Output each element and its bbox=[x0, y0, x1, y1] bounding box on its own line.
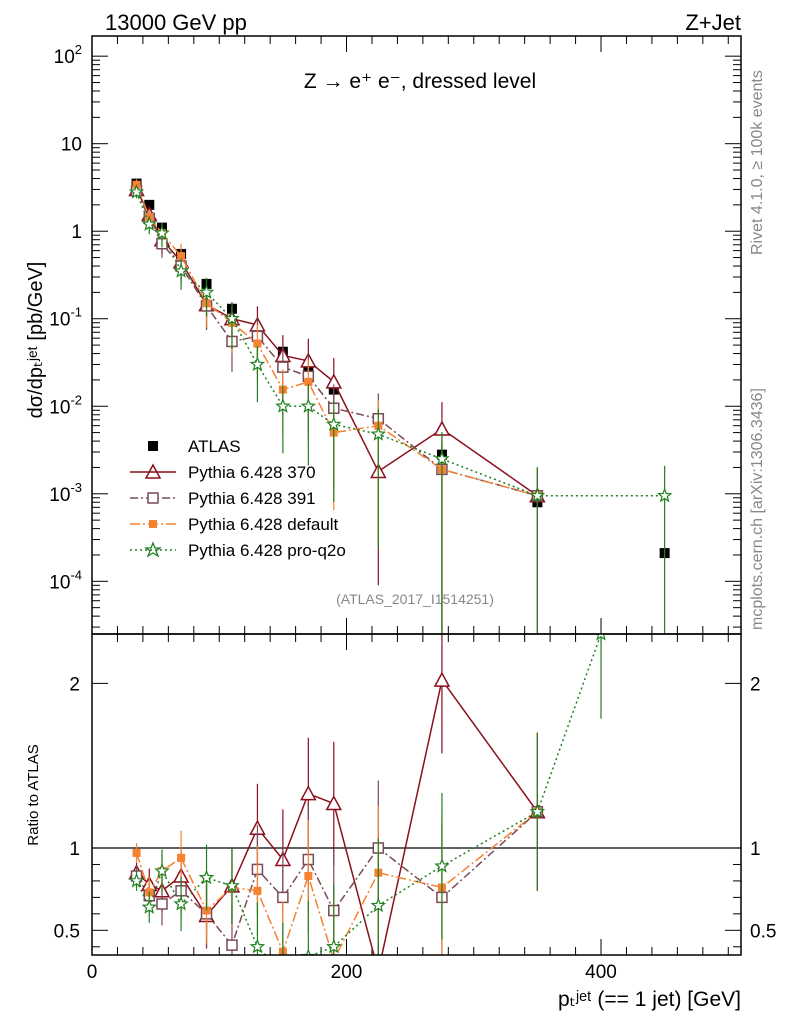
main-y-tick-label: 10-4 bbox=[49, 567, 82, 593]
ratio-data-point bbox=[326, 938, 342, 954]
main-y-tick-label: 10-3 bbox=[49, 480, 82, 506]
main-y-tick-label: 102 bbox=[54, 42, 82, 68]
main-y-tick-label: 10-1 bbox=[49, 305, 82, 331]
main-y-tick-label: 10-2 bbox=[49, 392, 82, 418]
ratio-y-tick-label: 1 bbox=[69, 839, 80, 860]
main-ylabel: dσ/dpₜʲᵉᵗ [pb/GeV] bbox=[25, 262, 47, 419]
legend-370-marker bbox=[144, 463, 162, 479]
main-data-point bbox=[304, 377, 313, 386]
process-label: Z+Jet bbox=[685, 10, 741, 35]
legend: ATLAS Pythia 6.428 370 Pythia 6.428 391 … bbox=[130, 437, 346, 560]
legend-atlas: ATLAS bbox=[148, 437, 241, 456]
legend-391-marker bbox=[147, 492, 159, 504]
main-data-point bbox=[128, 183, 145, 199]
main-data-point bbox=[529, 487, 546, 503]
ratio-data-point bbox=[132, 848, 141, 857]
ratio-x-tick-label: 200 bbox=[331, 962, 363, 983]
ratio-data-point bbox=[226, 939, 238, 951]
legend-atlas-label: ATLAS bbox=[188, 437, 241, 456]
ratio-y-tick-label-right: 0.5 bbox=[750, 921, 776, 942]
x-axis-label: pₜʲᵉᵗ (== 1 jet) [GeV] bbox=[558, 988, 741, 1011]
legend-370-label: Pythia 6.428 370 bbox=[188, 463, 316, 482]
main-data-point bbox=[144, 199, 155, 210]
main-data-point bbox=[177, 252, 186, 261]
ratio-y-tick-label: 2 bbox=[69, 674, 80, 695]
ratio-series-line bbox=[135, 811, 538, 955]
main-series-group bbox=[128, 178, 673, 634]
ratio-data-point bbox=[277, 891, 289, 904]
ratio-data-point bbox=[198, 869, 215, 885]
ratio-series-3 bbox=[128, 634, 606, 979]
legend-default-marker bbox=[149, 520, 157, 528]
main-data-point bbox=[253, 339, 262, 348]
main-y-tick-label: 10 bbox=[61, 135, 82, 156]
main-data-point bbox=[434, 450, 450, 466]
ratio-plot-area bbox=[128, 634, 606, 979]
ratio-data-point bbox=[370, 897, 387, 913]
ratio-series-group bbox=[128, 634, 606, 979]
main-data-point bbox=[275, 398, 291, 413]
ratio-data-point bbox=[154, 862, 170, 878]
ratio-frame bbox=[91, 633, 742, 956]
ratio-data-point bbox=[433, 671, 451, 687]
ratio-data-point bbox=[277, 967, 289, 979]
main-data-point bbox=[224, 310, 240, 326]
main-data-point bbox=[173, 262, 189, 278]
ratio-data-point bbox=[304, 871, 313, 880]
ratio-y-tick-label-right: 1 bbox=[750, 839, 761, 860]
legend-default-label: Pythia 6.428 default bbox=[188, 515, 339, 534]
ratio-data-point bbox=[173, 895, 189, 911]
ratio-data-point bbox=[177, 853, 186, 862]
ratio-data-point bbox=[371, 964, 385, 977]
ratio-x-tick-label: 0 bbox=[87, 962, 98, 983]
main-data-point bbox=[656, 487, 673, 503]
main-data-point bbox=[249, 356, 266, 372]
ratio-data-point bbox=[434, 857, 450, 873]
ratio-data-point bbox=[156, 898, 168, 910]
rivet-label: Rivet 4.1.0, ≥ 100k events bbox=[749, 70, 766, 255]
ratio-ylabel: Ratio to ATLAS bbox=[25, 744, 42, 845]
main-data-point bbox=[154, 225, 170, 240]
ratio-data-point bbox=[300, 948, 317, 955]
ratio-axes: 0.5 0.5 1 1 2 2 0 200 400 bbox=[54, 634, 776, 983]
main-data-point bbox=[326, 416, 342, 432]
ratio-data-point bbox=[529, 803, 546, 819]
legend-391: Pythia 6.428 391 bbox=[130, 489, 316, 508]
main-series-4 bbox=[128, 183, 673, 634]
analysis-label: (ATLAS_2017_I1514251) bbox=[336, 591, 494, 607]
legend-q2o-marker bbox=[144, 541, 162, 558]
ratio-x-tick-label: 400 bbox=[585, 962, 617, 983]
ratio-series-line bbox=[135, 678, 539, 955]
main-y-tick-label: 1 bbox=[71, 222, 82, 243]
ratio-data-point bbox=[141, 899, 157, 914]
ratio-panel: Ratio to ATLAS 0.5 0.5 1 1 2 2 0 200 400 pₜʲᵉᵗ (… bbox=[25, 633, 776, 1011]
ratio-y-tick-label: 0.5 bbox=[54, 921, 80, 942]
energy-label: 13000 GeV pp bbox=[105, 10, 247, 35]
legend-default: Pythia 6.428 default bbox=[130, 515, 339, 534]
ratio-y-tick-label-right: 2 bbox=[750, 674, 761, 695]
legend-q2o: Pythia 6.428 pro-q2o bbox=[130, 541, 346, 560]
main-title: Z → e⁺ e⁻, dressed level bbox=[304, 70, 536, 93]
mcplots-label: mcplots.cern.ch [arXiv:1306.3436] bbox=[749, 388, 766, 630]
ratio-data-point bbox=[325, 794, 343, 811]
ratio-series-line bbox=[135, 811, 538, 947]
legend-370: Pythia 6.428 370 bbox=[130, 463, 316, 482]
main-data-point bbox=[198, 284, 215, 299]
ratio-data-point bbox=[596, 634, 606, 641]
legend-q2o-label: Pythia 6.428 pro-q2o bbox=[188, 541, 346, 560]
legend-391-label: Pythia 6.428 391 bbox=[188, 489, 316, 508]
main-panel: Z → e⁺ e⁻, dressed level dσ/dpₜʲᵉᵗ [pb/G… bbox=[25, 35, 742, 635]
main-data-point bbox=[300, 398, 317, 413]
ratio-data-point bbox=[128, 872, 145, 888]
main-data-point bbox=[141, 216, 157, 231]
ratio-data-point bbox=[300, 785, 317, 801]
ratio-data-point bbox=[253, 886, 262, 895]
ratio-data-point bbox=[249, 938, 266, 954]
ratio-data-point bbox=[224, 877, 240, 893]
main-plot-area bbox=[128, 178, 673, 634]
main-data-point bbox=[370, 426, 387, 441]
legend-atlas-marker bbox=[148, 441, 158, 451]
